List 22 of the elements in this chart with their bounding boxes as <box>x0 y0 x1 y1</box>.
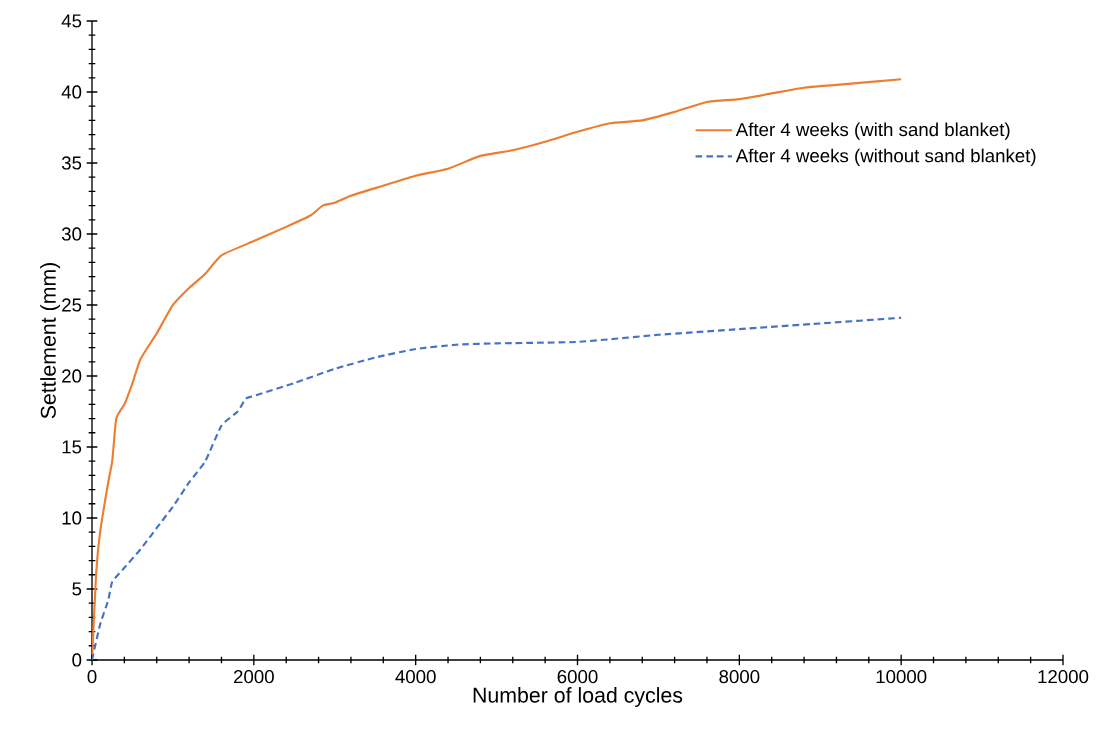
y-tick-label: 30 <box>61 227 82 241</box>
x-tick-label: 4000 <box>395 670 436 684</box>
legend-label: After 4 weeks (with sand blanket) <box>735 122 1010 140</box>
y-tick-label: 40 <box>61 85 82 99</box>
y-tick-label: 25 <box>62 298 82 312</box>
y-tick-label: 0 <box>72 653 82 667</box>
x-tick-label: 8000 <box>719 670 760 684</box>
y-tick-label: 5 <box>72 582 82 596</box>
x-tick-label: 2000 <box>234 670 274 684</box>
y-axis-title: Settlement (mm) <box>40 263 61 419</box>
x-tick-label: 12000 <box>1038 670 1089 684</box>
y-tick-label: 45 <box>61 14 82 28</box>
y-tick-label: 35 <box>61 156 82 170</box>
x-axis-title: Number of load cycles <box>473 687 683 707</box>
y-tick-label: 15 <box>62 440 82 454</box>
x-tick-label: 6000 <box>557 670 598 684</box>
x-tick-label: 10000 <box>876 670 927 684</box>
y-tick-label: 10 <box>62 511 82 525</box>
y-tick-label: 20 <box>62 369 82 383</box>
x-tick-label: 0 <box>87 670 97 684</box>
line-series <box>92 316 903 660</box>
legend-label: After 4 weeks (without sand blanket) <box>735 148 1036 167</box>
